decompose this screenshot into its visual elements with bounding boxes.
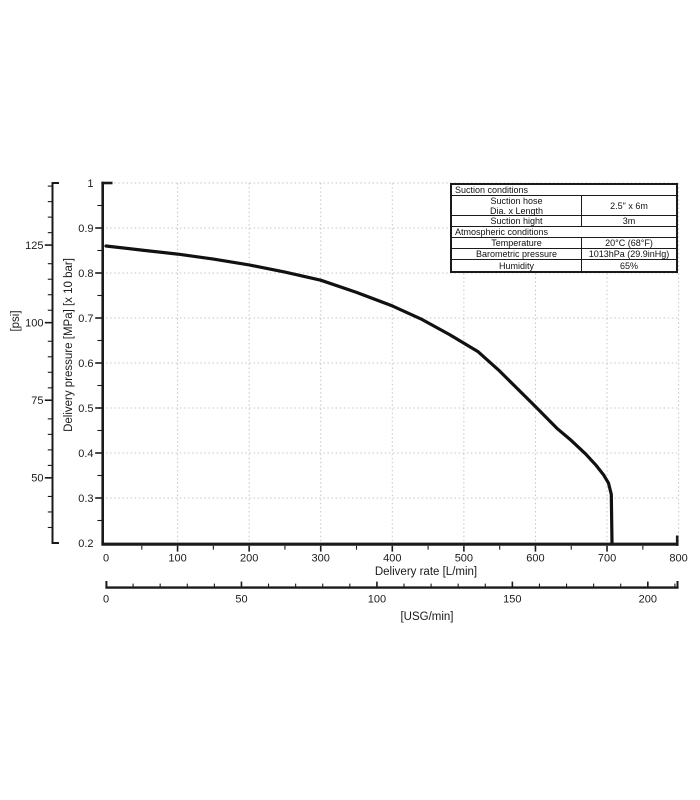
usg-axis-title: [USG/min]: [400, 611, 454, 623]
svg-text:0.7: 0.7: [78, 313, 93, 325]
svg-text:50: 50: [31, 473, 43, 485]
svg-text:100: 100: [368, 594, 386, 606]
svg-text:1: 1: [87, 178, 93, 190]
suction-hose-label-line2: Dia. x Length: [489, 205, 544, 216]
table-section-atmospheric: Atmospheric conditions: [452, 227, 676, 238]
svg-text:0.5: 0.5: [78, 403, 93, 415]
table-row-suction-height: Suction hight 3m: [452, 216, 676, 227]
svg-text:100: 100: [168, 553, 186, 565]
svg-text:100: 100: [25, 317, 43, 329]
y-axis-title: Delivery pressure [MPa] [x 10 bar]: [63, 258, 75, 432]
svg-text:50: 50: [235, 594, 247, 606]
svg-text:0.9: 0.9: [78, 223, 93, 235]
suction-header-label: Suction conditions: [455, 185, 529, 195]
usg-axis: 0 50 100 150 200: [103, 581, 679, 606]
atmospheric-header-label: Atmospheric conditions: [455, 227, 549, 237]
svg-text:700: 700: [598, 553, 616, 565]
conditions-table: Suction conditions Suction hose Dia. x L…: [450, 183, 678, 273]
psi-axis: 125 100 75 50: [25, 182, 59, 544]
temperature-label: Temperature: [452, 238, 582, 248]
svg-text:0.6: 0.6: [78, 358, 93, 370]
svg-text:125: 125: [25, 240, 43, 252]
y-axis-mpa: 1 0.9 0.8 0.7 0.6 0.5 0.4 0.3 0.2: [78, 178, 113, 550]
table-row-temperature: Temperature 20°C (68°F): [452, 238, 676, 249]
suction-hose-label: Suction hose Dia. x Length: [452, 195, 582, 216]
temperature-value: 20°C (68°F): [605, 238, 653, 248]
svg-text:800: 800: [669, 553, 687, 565]
barometric-value: 1013hPa (29.9inHg): [588, 249, 670, 259]
suction-height-value: 3m: [622, 216, 636, 226]
barometric-label: Barometric pressure: [452, 249, 582, 259]
svg-text:600: 600: [526, 553, 544, 565]
svg-text:200: 200: [639, 594, 657, 606]
svg-text:150: 150: [503, 594, 521, 606]
series-delivery-pressure-curve: [104, 244, 614, 545]
x-axis-title: Delivery rate [L/min]: [374, 566, 478, 578]
humidity-label: Humidity: [452, 260, 582, 271]
table-section-suction: Suction conditions: [452, 185, 676, 196]
svg-text:300: 300: [312, 553, 330, 565]
suction-hose-label-line1: Suction hose: [490, 195, 543, 206]
suction-hose-value: 2.5" x 6m: [610, 200, 648, 211]
svg-text:0.3: 0.3: [78, 493, 93, 505]
table-row-barometric: Barometric pressure 1013hPa (29.9inHg): [452, 249, 676, 260]
svg-text:75: 75: [31, 395, 43, 407]
table-row-humidity: Humidity 65%: [452, 260, 676, 271]
svg-text:200: 200: [240, 553, 258, 565]
svg-text:500: 500: [455, 553, 473, 565]
svg-text:0.2: 0.2: [78, 538, 93, 550]
x-axis-lmin: 0 100 200 300 400 500 600 700 800: [101, 535, 688, 565]
psi-axis-title: [psi]: [10, 310, 22, 332]
svg-text:0.8: 0.8: [78, 268, 93, 280]
svg-text:0: 0: [103, 553, 109, 565]
table-row-suction-hose: Suction hose Dia. x Length 2.5" x 6m: [452, 196, 676, 216]
suction-height-label: Suction hight: [452, 216, 582, 226]
svg-text:400: 400: [383, 553, 401, 565]
svg-text:0.4: 0.4: [78, 448, 93, 460]
svg-text:0: 0: [103, 594, 109, 606]
humidity-value: 65%: [619, 260, 638, 271]
